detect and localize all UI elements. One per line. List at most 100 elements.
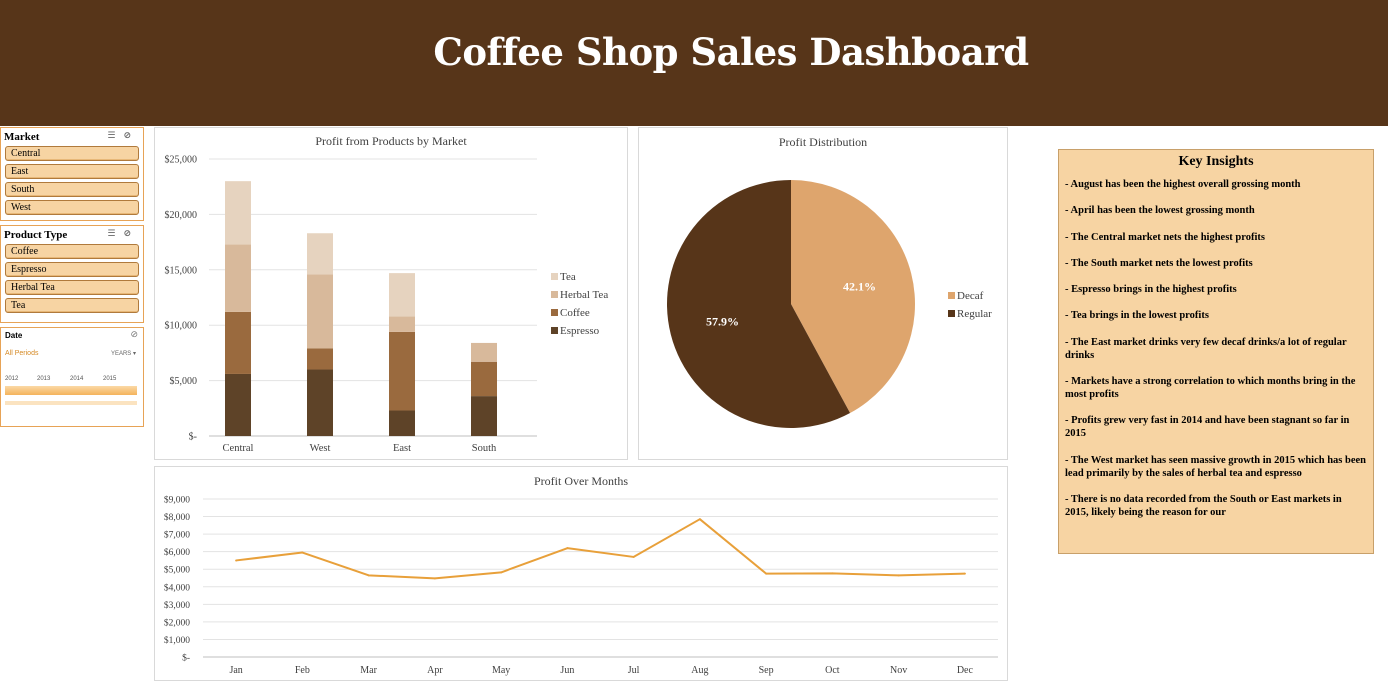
line-point bbox=[566, 547, 569, 550]
legend-swatch bbox=[551, 327, 558, 334]
line-point bbox=[367, 574, 370, 577]
clear-filter-icon[interactable]: ⊘ bbox=[130, 330, 138, 340]
x-tick-label: Aug bbox=[691, 665, 708, 676]
line-point bbox=[433, 577, 436, 580]
profit-line bbox=[236, 518, 965, 580]
insight-item: - Markets have a strong correlation to w… bbox=[1065, 376, 1356, 401]
time-level-dropdown[interactable]: YEARS ▾ bbox=[110, 351, 136, 357]
timeline-year[interactable]: 2013 bbox=[37, 376, 51, 382]
x-tick-label: Jan bbox=[229, 665, 242, 676]
slicer-item-coffee[interactable]: Coffee bbox=[5, 244, 139, 259]
insight-item: - The Central market nets the highest pr… bbox=[1065, 231, 1265, 243]
bar-segment-herbal-tea bbox=[307, 274, 333, 349]
x-tick-label: Feb bbox=[295, 665, 310, 676]
y-tick-label: $5,000 bbox=[164, 565, 190, 576]
slicer-item-west[interactable]: West bbox=[5, 200, 139, 215]
pie-slice-regular bbox=[666, 180, 851, 428]
multi-select-icon[interactable]: ☰ bbox=[107, 131, 124, 141]
x-tick-label: Sep bbox=[759, 665, 774, 676]
y-tick-label: $7,000 bbox=[164, 530, 190, 541]
legend-swatch bbox=[551, 309, 558, 316]
slicer-item-tea[interactable]: Tea bbox=[5, 298, 139, 313]
y-tick-label: $- bbox=[182, 653, 190, 664]
slicer-item-south[interactable]: South bbox=[5, 182, 139, 197]
bar-segment-herbal-tea bbox=[471, 342, 497, 362]
legend-swatch bbox=[551, 291, 558, 298]
insight-item: - There is no data recorded from the Sou… bbox=[1065, 493, 1342, 518]
x-tick-label: Nov bbox=[890, 665, 907, 676]
timeline-year[interactable]: 2012 bbox=[5, 376, 19, 382]
multi-select-icon[interactable]: ☰ bbox=[107, 229, 124, 239]
insight-item: - The East market drinks very few decaf … bbox=[1065, 336, 1347, 361]
market-slicer: Market ☰⊘ Central East South West bbox=[0, 127, 144, 221]
slicer-item-east[interactable]: East bbox=[5, 164, 139, 179]
slicer-item-central[interactable]: Central bbox=[5, 146, 139, 161]
legend-label: Decaf bbox=[957, 290, 984, 302]
x-tick-label: Apr bbox=[427, 665, 443, 676]
bar-segment-herbal-tea bbox=[389, 316, 415, 332]
market-slicer-header: Market ☰⊘ bbox=[1, 128, 143, 146]
y-tick-label: $20,000 bbox=[165, 210, 198, 221]
bar-segment-tea bbox=[225, 181, 251, 245]
y-tick-label: $25,000 bbox=[165, 155, 198, 166]
market-slicer-title: Market bbox=[4, 131, 40, 143]
bar-segment-tea bbox=[389, 273, 415, 317]
line-point bbox=[301, 551, 304, 554]
bar-segment-espresso bbox=[471, 396, 497, 436]
distribution-chart-panel: Profit Distribution 42.1% 57.9% Decaf Regul… bbox=[638, 127, 1008, 460]
bar-segment-coffee bbox=[307, 348, 333, 370]
x-tick-label: Oct bbox=[825, 665, 840, 676]
slicer-item-espresso[interactable]: Espresso bbox=[5, 262, 139, 277]
timeline-year[interactable]: 2015 bbox=[103, 376, 117, 382]
line-point bbox=[235, 559, 238, 562]
distribution-pie-chart: 42.1% 57.9% Decaf Regular bbox=[666, 180, 992, 428]
x-tick-label: Mar bbox=[360, 665, 377, 676]
line-point bbox=[831, 572, 834, 575]
date-timeline: Date ⊘ All Periods YEARS ▾ 2012 2013 201… bbox=[0, 327, 144, 427]
months-line-chart: $- $1,000 $2,000 $3,000 $4,000 $5,000 $6,000 $7… bbox=[164, 495, 998, 676]
pie-data-label: 42.1% bbox=[843, 280, 876, 294]
market-chart-title: Profit from Products by Market bbox=[315, 134, 467, 148]
line-point bbox=[500, 571, 503, 574]
bar-segment-herbal-tea bbox=[225, 244, 251, 312]
insight-item: - The West market has seen massive growt… bbox=[1065, 454, 1367, 479]
months-chart-title: Profit Over Months bbox=[534, 474, 628, 488]
x-tick-label: Dec bbox=[957, 665, 974, 676]
bar-segment-coffee bbox=[389, 331, 415, 411]
clear-filter-icon[interactable]: ⊘ bbox=[123, 131, 139, 141]
legend-label: Espresso bbox=[560, 325, 600, 337]
key-insights-title: Key Insights bbox=[1178, 154, 1254, 169]
line-point bbox=[698, 518, 701, 521]
insight-item: - Espresso brings in the highest profits bbox=[1065, 284, 1237, 296]
time-level-label: YEARS bbox=[110, 351, 132, 357]
legend-swatch bbox=[551, 273, 558, 280]
period-label: All Periods bbox=[5, 350, 39, 357]
timeline-year[interactable]: 2014 bbox=[70, 376, 84, 382]
bar-segment-espresso bbox=[307, 369, 333, 436]
y-tick-label: $15,000 bbox=[165, 265, 198, 276]
y-tick-label: $- bbox=[189, 432, 197, 443]
key-insights-panel: Key Insights - August has been the highe… bbox=[1058, 149, 1374, 554]
insight-item: - The South market nets the lowest profi… bbox=[1065, 257, 1253, 269]
key-insights-list: - August has been the highest overall gr… bbox=[1059, 170, 1373, 519]
x-tick-label: West bbox=[310, 443, 331, 454]
timeline-scrollbar[interactable] bbox=[5, 401, 137, 405]
x-tick-label: May bbox=[492, 665, 510, 676]
insight-item: - Tea brings in the lowest profits bbox=[1065, 310, 1209, 322]
months-chart-panel: Profit Over Months $- $1,000 $2,000 $3,000 $… bbox=[154, 466, 1008, 681]
x-tick-label: Central bbox=[223, 443, 254, 454]
insight-item: - August has been the highest overall gr… bbox=[1065, 179, 1301, 190]
legend-label: Regular bbox=[957, 308, 992, 320]
insight-item: - April has been the lowest grossing mon… bbox=[1065, 205, 1255, 217]
bar-segment-tea bbox=[307, 233, 333, 275]
legend-label: Tea bbox=[560, 271, 576, 283]
x-tick-label: Jul bbox=[628, 665, 640, 676]
timeline-selection-bar[interactable] bbox=[5, 386, 137, 395]
legend-swatch bbox=[948, 310, 955, 317]
insight-item: - Profits grew very fast in 2014 and hav… bbox=[1065, 415, 1350, 440]
slicer-item-herbal-tea[interactable]: Herbal Tea bbox=[5, 280, 139, 295]
bar-segment-espresso bbox=[225, 373, 251, 436]
clear-filter-icon[interactable]: ⊘ bbox=[123, 229, 139, 239]
line-point bbox=[632, 555, 635, 558]
bar-segment-coffee bbox=[225, 311, 251, 374]
